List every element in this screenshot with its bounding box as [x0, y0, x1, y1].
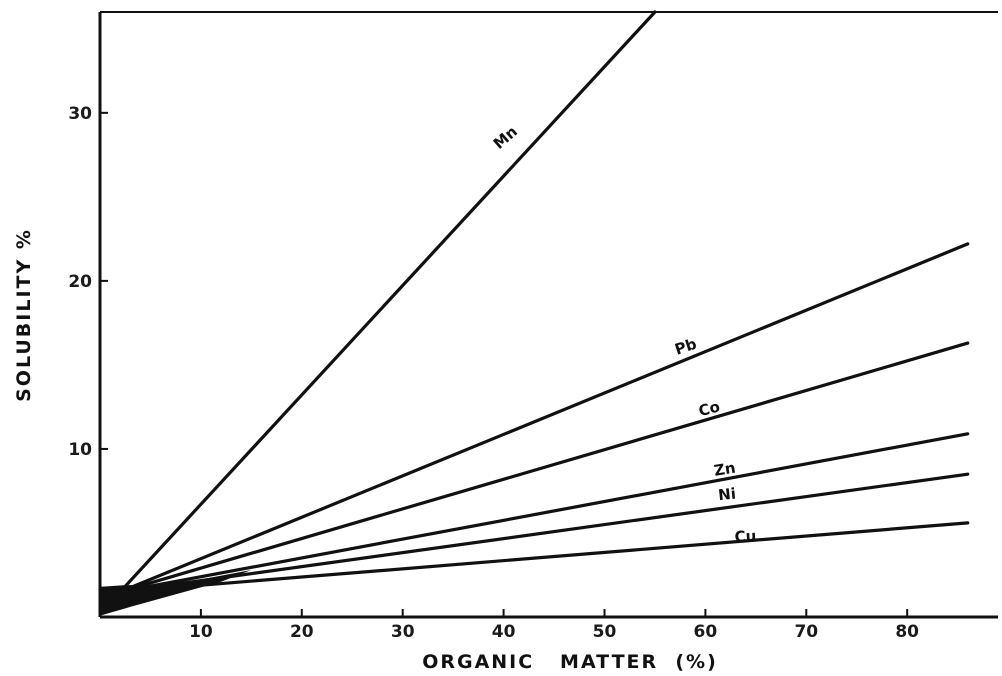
x-axis-ticks: 10 20 30 40 50 60 70 80	[189, 609, 919, 642]
series-label-pb: Pb	[673, 335, 699, 359]
x-axis-title: ORGANIC MATTER (%)	[422, 651, 718, 673]
series-line-cu	[118, 521, 970, 594]
origin-convergence	[101, 569, 252, 616]
series-label-cu: Cu	[734, 527, 757, 546]
series-line-pb	[118, 242, 970, 594]
series-line-ni	[118, 472, 970, 594]
x-tick-label: 30	[391, 622, 415, 642]
x-tick-label: 80	[895, 622, 919, 642]
series-label-zn: Zn	[713, 459, 737, 480]
x-tick-label: 10	[189, 622, 213, 642]
x-tick-label: 50	[593, 622, 617, 642]
x-tick-label: 70	[794, 622, 818, 642]
series-label-co: Co	[697, 397, 722, 420]
y-tick-label: 30	[68, 104, 92, 124]
x-tick-label: 20	[290, 622, 314, 642]
series-line-mn	[118, 10, 657, 594]
x-tick-label: 60	[694, 622, 718, 642]
series-line-co	[118, 341, 970, 594]
plot-frame	[98, 11, 998, 619]
series-layer	[101, 10, 970, 616]
x-tick-label: 40	[492, 622, 516, 642]
y-tick-label: 20	[68, 272, 92, 292]
series-label-ni: Ni	[717, 485, 736, 505]
y-axis-ticks: 10 20 30	[68, 104, 108, 460]
series-label-mn: Mn	[490, 122, 521, 152]
y-tick-label: 10	[68, 440, 92, 460]
y-axis-title: SOLUBILITY %	[13, 228, 35, 402]
series-line-zn	[118, 432, 970, 594]
series-labels: Mn Pb Co Zn Ni Cu	[490, 122, 757, 546]
